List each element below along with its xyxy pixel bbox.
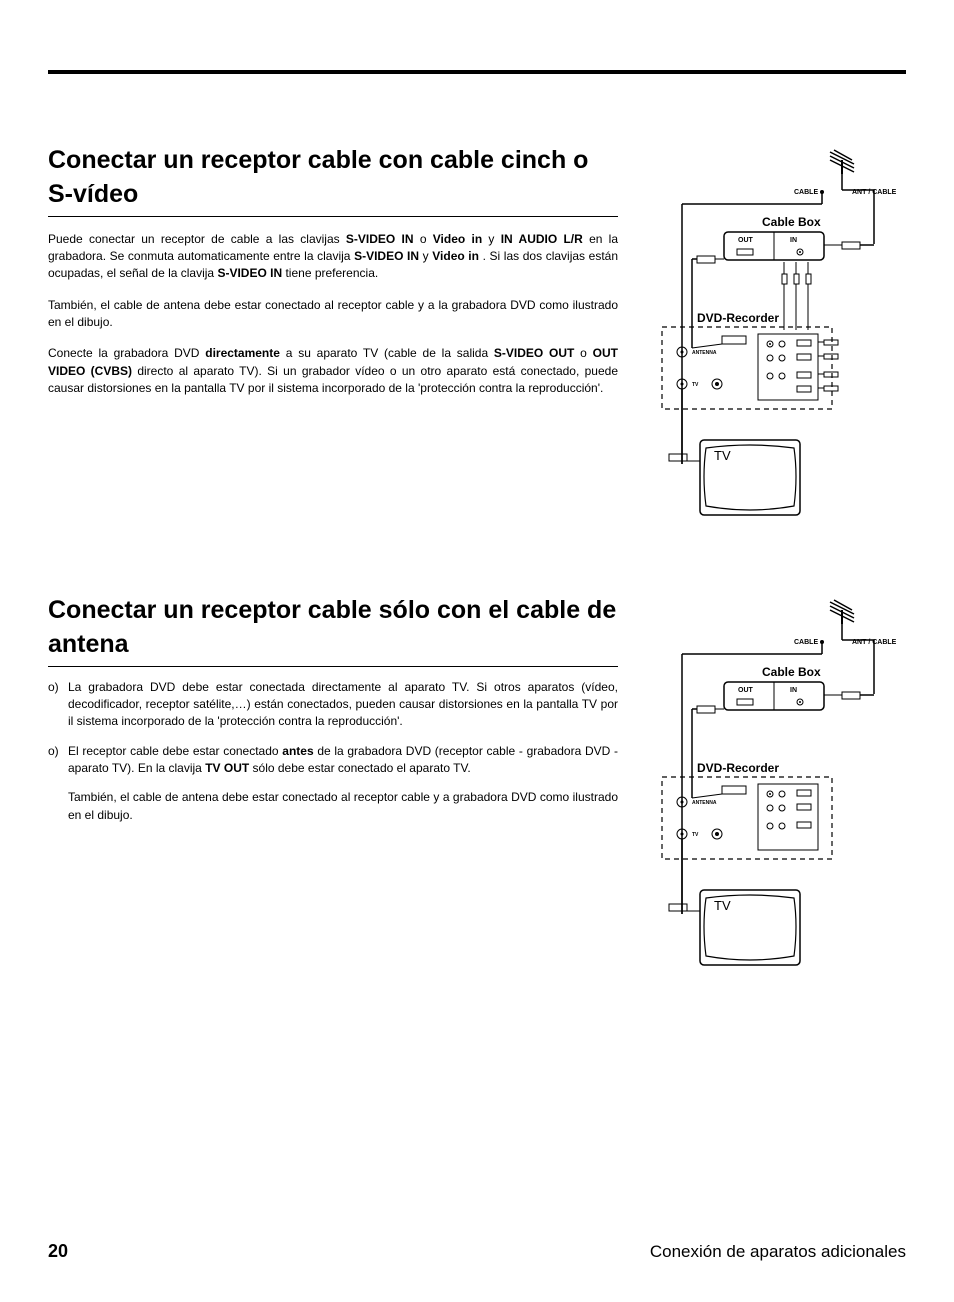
- svg-text:DVD-Recorder: DVD-Recorder: [697, 761, 779, 775]
- tv-small-label: TV: [692, 382, 699, 388]
- connection-diagram-2: CABLE ANT / CABLE Cable Box OUT IN: [642, 594, 902, 974]
- section-2-diagram: CABLE ANT / CABLE Cable Box OUT IN: [638, 594, 906, 974]
- connection-diagram-1: CABLE ANT / CABLE Cable Box OUT IN: [642, 144, 902, 524]
- cablebox-label: Cable Box: [762, 215, 821, 229]
- list-marker: o): [48, 743, 68, 825]
- section-2-heading: Conectar un receptor cable sólo con el c…: [48, 594, 618, 667]
- section-2-item-2: o) El receptor cable debe estar conectad…: [48, 743, 618, 825]
- svg-text:CABLE: CABLE: [794, 639, 818, 646]
- antenna-label: ANTENNA: [692, 350, 717, 356]
- footer-title: Conexión de aparatos adicionales: [650, 1242, 906, 1262]
- svg-text:Cable Box: Cable Box: [762, 665, 821, 679]
- section-1-text: Conectar un receptor cable con cable cin…: [48, 144, 618, 524]
- section-1-para-1: Puede conectar un receptor de cable a la…: [48, 231, 618, 283]
- section-2-item-1: o) La grabadora DVD debe estar conectada…: [48, 679, 618, 731]
- tv-label: TV: [714, 448, 731, 463]
- dvd-label: DVD-Recorder: [697, 311, 779, 325]
- svg-text:IN: IN: [790, 687, 797, 694]
- page-number: 20: [48, 1241, 68, 1262]
- section-1: Conectar un receptor cable con cable cin…: [48, 144, 906, 524]
- section-1-diagram: CABLE ANT / CABLE Cable Box OUT IN: [638, 144, 906, 524]
- section-1-para-2: También, el cable de antena debe estar c…: [48, 297, 618, 332]
- out-label: OUT: [738, 237, 754, 244]
- list-body: El receptor cable debe estar conectado a…: [68, 743, 618, 825]
- footer: 20 Conexión de aparatos adicionales: [48, 1241, 906, 1262]
- in-label: IN: [790, 237, 797, 244]
- list-body: La grabadora DVD debe estar conectada di…: [68, 679, 618, 731]
- section-2: Conectar un receptor cable sólo con el c…: [48, 594, 906, 974]
- list-marker: o): [48, 679, 68, 731]
- svg-text:TV: TV: [692, 832, 699, 838]
- cable-label: CABLE: [794, 189, 818, 196]
- svg-text:ANTENNA: ANTENNA: [692, 800, 717, 806]
- section-1-para-3: Conecte la grabadora DVD directamente a …: [48, 345, 618, 397]
- svg-text:TV: TV: [714, 898, 731, 913]
- section-2-text: Conectar un receptor cable sólo con el c…: [48, 594, 618, 974]
- top-rule: [48, 70, 906, 74]
- svg-text:OUT: OUT: [738, 687, 754, 694]
- section-1-heading: Conectar un receptor cable con cable cin…: [48, 144, 618, 217]
